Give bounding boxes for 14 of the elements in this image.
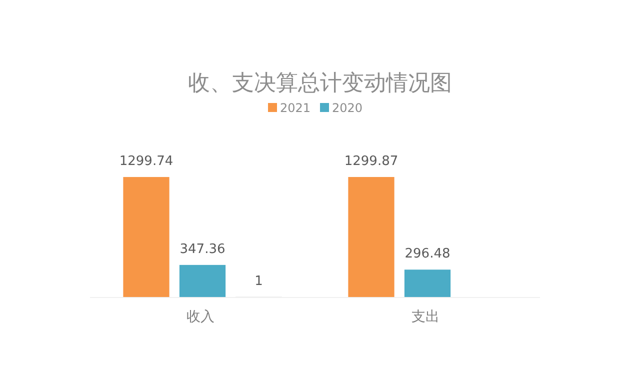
bar [404, 270, 451, 297]
data-label: 347.36 [180, 242, 226, 257]
data-label: 1299.87 [344, 154, 398, 169]
data-label: 1299.74 [119, 154, 174, 170]
chart-title: 收、支决算总计变动情况图 [188, 71, 452, 96]
legend-label: 2021 [280, 101, 311, 115]
data-label: 296.48 [404, 246, 450, 262]
x-tick-label: 支出 [412, 309, 440, 325]
x-tick-label: 收入 [186, 309, 214, 325]
legend-label: 2020 [332, 101, 363, 115]
bar [179, 264, 226, 297]
data-label: 1 [254, 274, 263, 289]
bar [123, 177, 170, 297]
bar [348, 177, 394, 297]
